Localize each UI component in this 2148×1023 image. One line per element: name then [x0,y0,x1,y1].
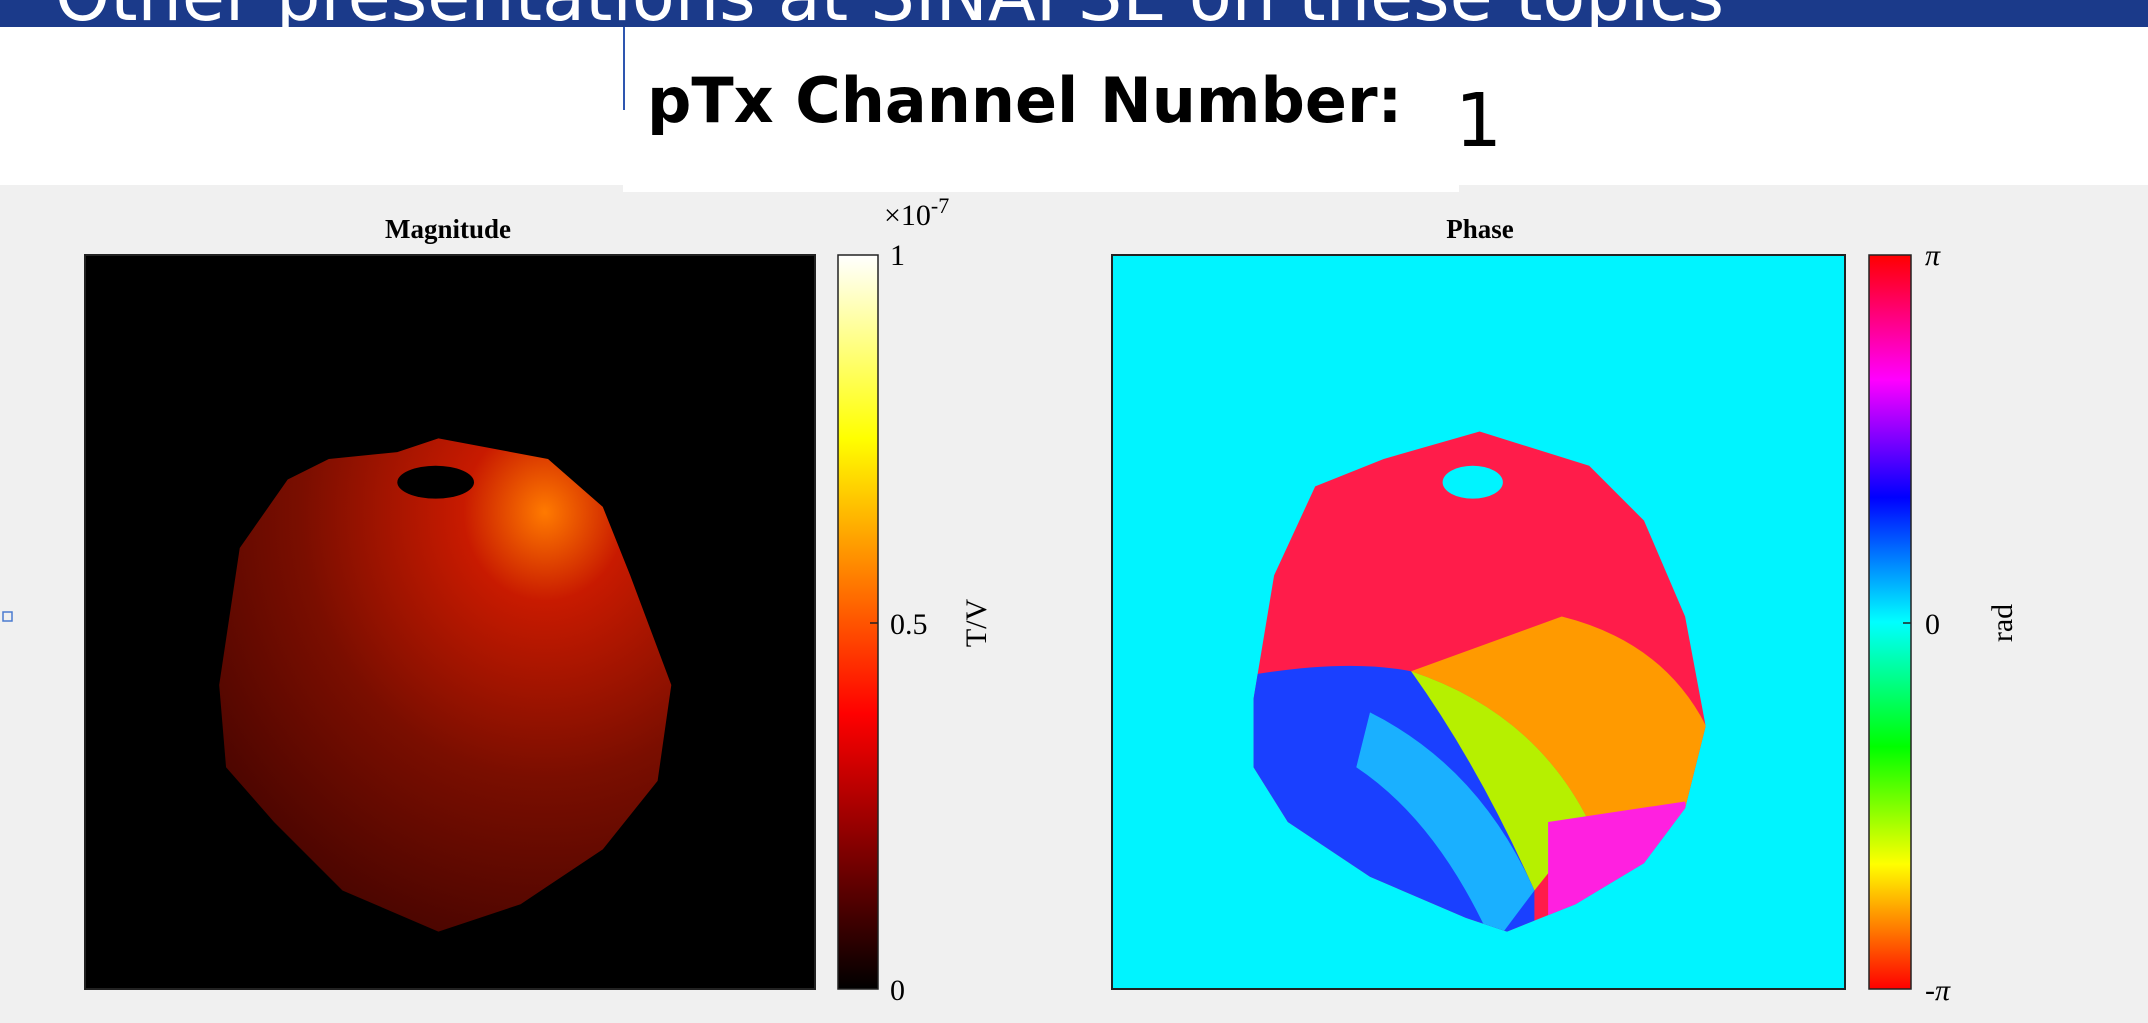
colorbar-multiplier: ×10-7 [884,193,949,232]
tick-label: 0.5 [890,608,928,641]
tick-label: 0 [1925,608,1940,641]
colorbar [1869,255,1911,989]
multiplier: ×10 [884,199,931,232]
page: Other presentations at SINAPSE on these … [0,0,2148,1023]
handle [3,612,12,621]
header-value: 1 [1455,78,1502,164]
colorbar-label: rad [1986,604,2019,642]
exponent: -7 [931,193,949,218]
tick-label: -π [1925,974,1951,1007]
tick-label: π [1925,239,1941,272]
colorbar [838,255,878,989]
tick-label: 0 [890,974,905,1007]
header-label: pTx Channel Number: [647,64,1402,137]
plot-title: Magnitude [385,214,511,244]
slide: Other presentations at SINAPSE on these … [0,0,2148,1023]
colorbar-label: T/V [960,599,993,648]
plot-title: Phase [1446,214,1514,244]
tick-label: 1 [890,239,905,272]
